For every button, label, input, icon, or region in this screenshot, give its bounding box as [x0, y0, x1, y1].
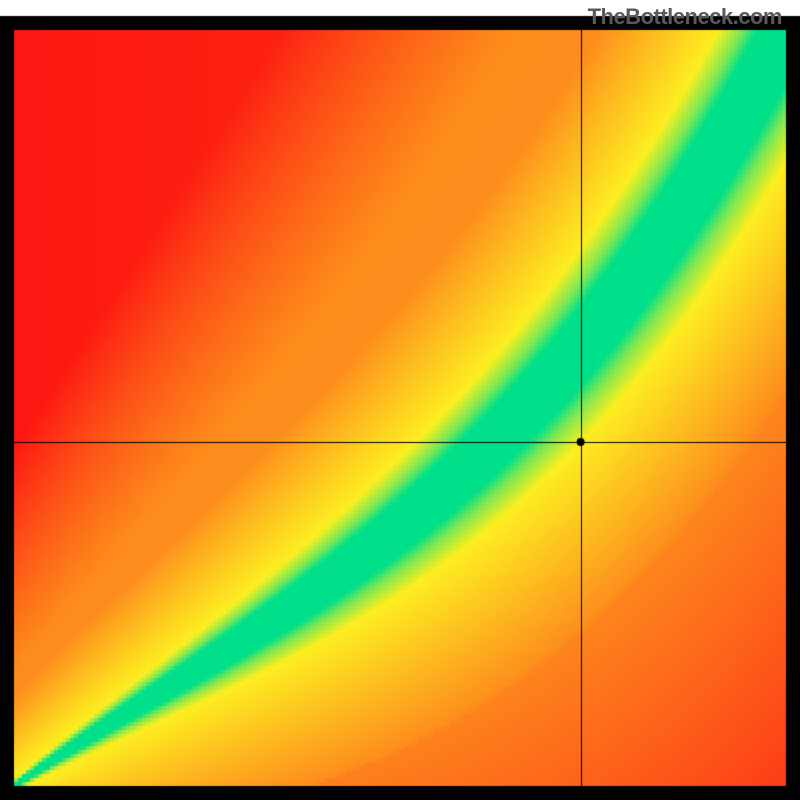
- watermark-label: TheBottleneck.com: [588, 4, 782, 30]
- heatmap-canvas: [0, 0, 800, 800]
- chart-container: TheBottleneck.com: [0, 0, 800, 800]
